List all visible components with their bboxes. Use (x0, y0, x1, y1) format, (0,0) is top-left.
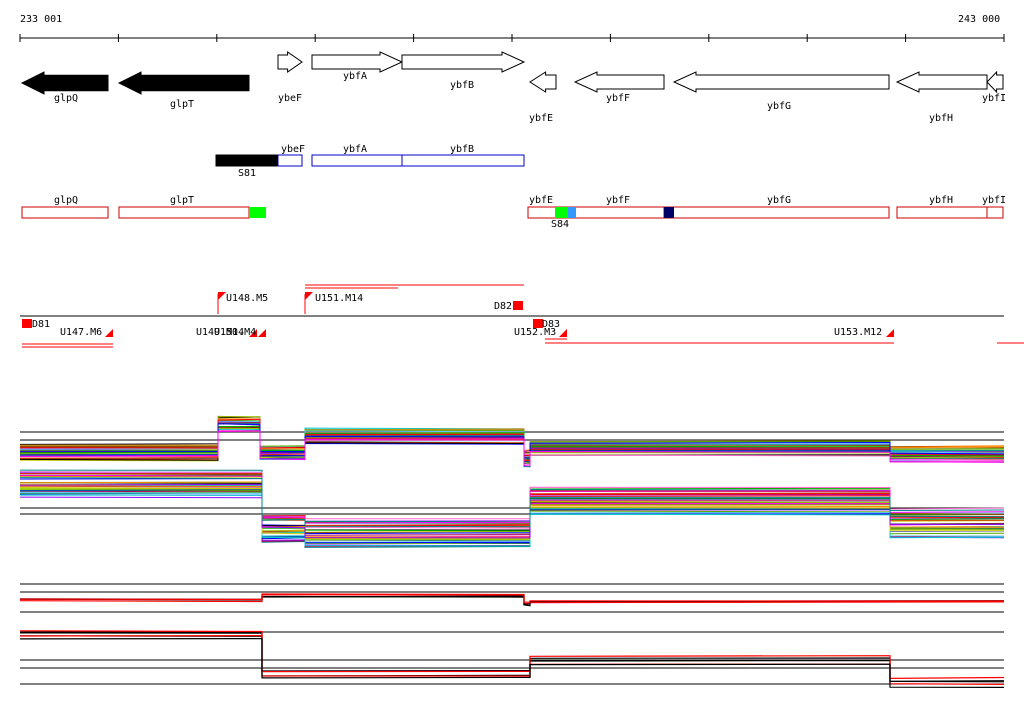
gene-arrow-ybfB (401, 51, 526, 73)
transcript-flag-U147 (105, 329, 113, 337)
ruler-end-label: 243 000 (958, 14, 1001, 25)
panel1-profile (19, 429, 1005, 466)
segment-bar-S84 (555, 207, 568, 218)
gene-label-ybfE[interactable]: ybfE (529, 113, 554, 124)
transcript-label-D81[interactable]: D81 (32, 319, 51, 330)
panel1-profile (19, 426, 1004, 461)
operon-minus-box-ybfH (896, 206, 988, 219)
operon-minus-box-glpQ (21, 206, 109, 219)
gene-arrow-ybfA (311, 51, 404, 73)
gene-label-ybfB[interactable]: ybfB (450, 80, 475, 91)
transcript-box-D83 (533, 319, 543, 328)
operon-plus-box-ybfB (401, 154, 525, 167)
gene-label-ybeF[interactable]: ybeF (278, 93, 303, 104)
operon-plus-label-ybfA: ybfA (343, 144, 368, 155)
operon-minus-label-ybfE: ybfE (529, 195, 554, 206)
transcript-label-U153M12[interactable]: U153.M12 (834, 327, 883, 338)
transcript-label-U149M14[interactable]: U149.M14 (196, 327, 245, 338)
gene-arrow-ybfE (529, 71, 557, 93)
panel3-profile (19, 593, 1005, 603)
panel1-profile (19, 426, 1005, 460)
operon-minus-label-ybfH: ybfH (929, 195, 954, 206)
operon-plus-box-ybfA (311, 154, 403, 167)
panel4-profile (19, 630, 1005, 680)
transcript-flag-U149 (249, 329, 257, 337)
transcript-box-D82 (513, 301, 523, 310)
panel2-profile (19, 477, 1005, 528)
gene-arrow-ybfF (573, 71, 665, 93)
operon-minus-label-glpT: glpT (170, 195, 195, 206)
marker-blue-ybfF (568, 207, 576, 218)
gene-label-ybfA[interactable]: ybfA (343, 71, 368, 82)
segment-label-S81: S81 (238, 168, 257, 179)
panel4-profile (19, 632, 1005, 682)
operon-minus-label-ybfF: ybfF (606, 195, 631, 206)
marker-navy-ybfF (664, 207, 674, 218)
segment-bar-S81 (215, 154, 279, 167)
gene-label-ybfG[interactable]: ybfG (767, 101, 792, 112)
gene-arrow-glpQ (20, 71, 109, 95)
gene-arrow-ybfG (672, 71, 890, 93)
transcript-flag-U153 (886, 329, 894, 337)
gene-label-ybfH[interactable]: ybfH (929, 113, 954, 124)
transcript-label-U151M14[interactable]: U151.M14 (315, 293, 364, 304)
operon-minus-label-ybfI: ybfI (982, 195, 1007, 206)
gene-label-glpQ[interactable]: glpQ (54, 93, 79, 104)
operon-plus-label-ybeF: ybeF (281, 144, 306, 155)
operon-minus-box-ybfI (986, 206, 1004, 219)
transcript-flag-U150 (258, 329, 266, 337)
operon-plus-label-ybfB: ybfB (450, 144, 475, 155)
transcript-label-U147M6[interactable]: U147.M6 (60, 327, 103, 338)
gene-arrow-glpT (117, 71, 250, 95)
gene-arrow-ybfI (986, 70, 1004, 94)
transcript-label-U150M4[interactable]: U150.M4 (214, 327, 257, 338)
gene-label-glpT[interactable]: glpT (170, 99, 195, 110)
panel1-profile (19, 430, 1005, 467)
gene-arrow-ybeF (277, 51, 303, 73)
panel1-profile (19, 418, 1005, 457)
operon-minus-box-ybfE-ybfG (527, 206, 890, 219)
operon-minus-label-ybfG: ybfG (767, 195, 792, 206)
panel4-profile (19, 637, 1005, 688)
panel4-profile (19, 635, 1005, 683)
operon-minus-box-glpT (118, 206, 250, 219)
transcript-label-D83[interactable]: D83 (542, 319, 561, 330)
gene-label-ybfI[interactable]: ybfI (982, 93, 1007, 104)
panel1-profile (19, 423, 1005, 459)
transcript-flag-U151 (305, 292, 313, 300)
transcript-label-U148M5[interactable]: U148.M5 (226, 293, 269, 304)
gene-label-ybfF[interactable]: ybfF (606, 93, 631, 104)
ruler-start-label: 233 001 (20, 14, 63, 25)
operon-minus-label-glpQ: glpQ (54, 195, 79, 206)
marker-green-glpT (249, 207, 266, 218)
operon-plus-box-ybeF (277, 154, 303, 167)
transcript-label-D82[interactable]: D82 (494, 301, 513, 312)
transcript-flag-U148 (218, 292, 226, 300)
gene-arrow-ybfH (895, 71, 988, 93)
segment-label-S84: S84 (551, 219, 570, 230)
transcript-box-D81 (22, 319, 32, 328)
transcript-label-U152M3[interactable]: U152.M3 (514, 327, 557, 338)
transcript-flag-U152 (559, 329, 567, 337)
